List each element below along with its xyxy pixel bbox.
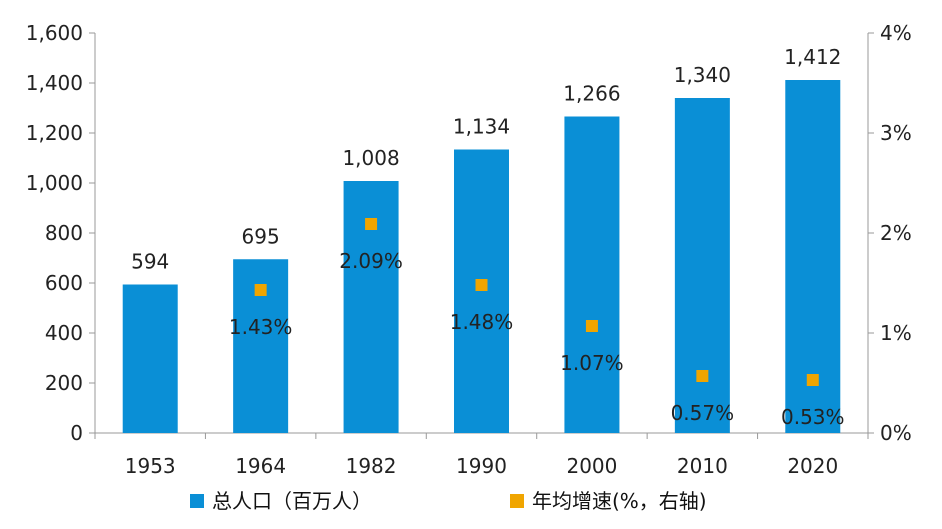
population-label: 1,412 [784, 45, 841, 69]
right-tick-label: 2% [880, 221, 912, 245]
population-label: 695 [242, 224, 280, 248]
bars [122, 80, 841, 433]
population-label: 1,008 [342, 146, 399, 170]
population-label: 1,340 [674, 63, 731, 87]
growth-label: 1.07% [560, 351, 624, 375]
left-tick-label: 1,600 [26, 21, 83, 45]
growth-point [806, 374, 819, 386]
left-tick-label: 800 [45, 221, 83, 245]
population-label: 1,134 [453, 115, 510, 139]
left-tick-label: 1,000 [26, 171, 83, 195]
growth-label: 1.48% [450, 310, 514, 334]
population-bar [674, 98, 730, 433]
growth-point [254, 284, 267, 296]
left-tick-label: 1,400 [26, 71, 83, 95]
left-tick-label: 200 [45, 371, 83, 395]
x-tick-label: 2020 [787, 454, 838, 478]
right-tick-label: 0% [880, 421, 912, 445]
growth-label: 0.57% [671, 401, 735, 425]
growth-point [365, 218, 378, 230]
growth-point [475, 279, 488, 291]
x-tick-label: 1964 [235, 454, 286, 478]
legend-label-population: 总人口（百万人） [212, 489, 372, 513]
right-tick-label: 3% [880, 121, 912, 145]
x-tick-label: 1953 [125, 454, 176, 478]
legend-swatch-population [190, 494, 204, 508]
left-tick-label: 400 [45, 321, 83, 345]
population-bar [454, 149, 509, 433]
left-tick-label: 1,200 [26, 121, 83, 145]
growth-label: 2.09% [339, 249, 403, 273]
population-bar [564, 116, 620, 433]
x-tick-label: 1990 [456, 454, 507, 478]
axes: 0 200 400 600 800 1,000 1,200 1,400 1,600 0% 1% 2% 3… [26, 21, 912, 478]
right-tick-label: 4% [880, 21, 912, 45]
data-labels: 594 695 1,008 1,134 1,266 1,340 1,412 1.43% 2.09… [131, 45, 844, 429]
growth-label: 1.43% [229, 315, 293, 339]
population-label: 594 [131, 250, 169, 274]
growth-point [696, 370, 709, 382]
legend-label-growth: 年均增速(%，右轴) [532, 489, 707, 513]
x-tick-label: 1982 [346, 454, 397, 478]
growth-label: 0.53% [781, 405, 845, 429]
growth-points [254, 218, 819, 386]
right-tick-label: 1% [880, 321, 912, 345]
left-tick-label: 600 [45, 271, 83, 295]
x-tick-label: 2000 [566, 454, 617, 478]
population-bar [122, 284, 178, 433]
x-tick-label: 2010 [677, 454, 728, 478]
legend: 总人口（百万人） 年均增速(%，右轴) [190, 489, 707, 513]
growth-point [585, 320, 598, 332]
population-label: 1,266 [563, 82, 620, 106]
left-tick-label: 0 [70, 421, 83, 445]
legend-swatch-growth [510, 494, 524, 508]
